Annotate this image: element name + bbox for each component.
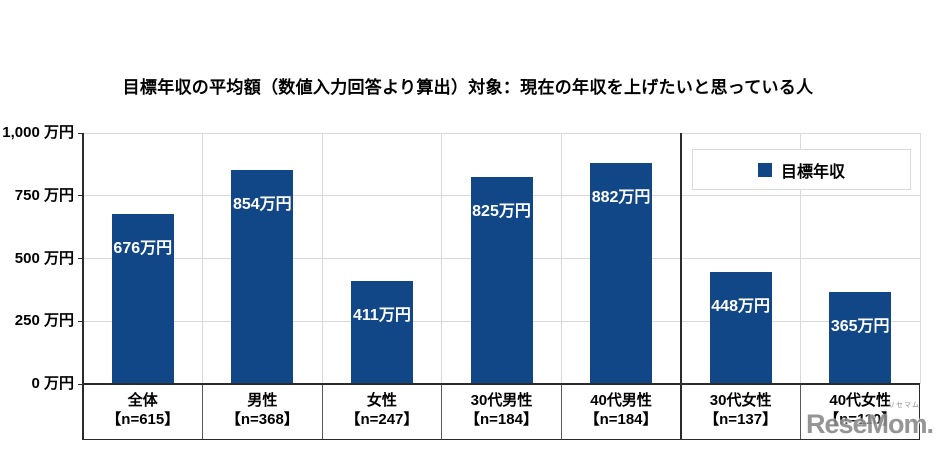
category-cell-divider [321, 384, 323, 440]
category-name: 男性 [247, 392, 278, 409]
gridline-vertical [321, 133, 323, 384]
gridline-vertical [919, 133, 921, 384]
category-name: 40代男性 [590, 392, 652, 409]
bar-value-label: 854万円 [232, 195, 292, 213]
bar-value-label: 676万円 [113, 240, 173, 258]
y-axis-label: 250 万円 [14, 312, 74, 330]
category-sample-size: 【n=247】 [345, 411, 419, 428]
category-name: 30代男性 [470, 392, 533, 409]
chart-title: 目標年収の平均額（数値入力回答より算出）対象：現在の年収を上げたいと思っている人 [122, 78, 814, 97]
category-sample-size: 【n=368】 [225, 411, 299, 428]
category-cell: 30代女性【n=137】 [681, 384, 801, 440]
category-sample-size: 【n=615】 [106, 411, 180, 428]
category-cell: 40代男性【n=184】 [561, 384, 681, 440]
y-axis-tick [78, 195, 83, 197]
category-sample-size: 【n=184】 [584, 411, 658, 428]
bar: 676万円 [111, 214, 174, 384]
category-name: 30代女性 [709, 392, 772, 409]
legend: 目標年収 [692, 149, 911, 190]
resemom-logo-wordmark: ReseMom. [805, 409, 934, 439]
category-sample-size: 【n=137】 [704, 411, 778, 428]
bar: 411万円 [350, 280, 413, 384]
category-cell: 女性【n=247】 [322, 384, 442, 440]
y-axis-line [82, 133, 84, 440]
gridline-vertical [560, 133, 562, 384]
legend-label: 目標年収 [780, 163, 845, 181]
bar: 365万円 [829, 292, 892, 384]
category-cell: 40代女性【n=110】 [800, 384, 920, 440]
bar: 825万円 [470, 176, 533, 384]
category-cell: 男性【n=368】 [203, 384, 323, 440]
category-name: 全体 [127, 392, 158, 409]
bar-value-label: 411万円 [353, 306, 411, 324]
category-cell: 全体【n=615】 [83, 384, 203, 440]
y-axis-tick [78, 258, 83, 259]
y-axis-label: 750 万円 [14, 186, 74, 204]
category-cell-divider [441, 384, 443, 440]
resemom-logo-ruby-text: リセマム [888, 402, 920, 409]
y-axis-label: 500 万円 [14, 249, 74, 267]
bar: 882万円 [590, 162, 653, 384]
bar-value-label: 448万円 [711, 297, 770, 315]
y-axis-tick [78, 132, 83, 134]
x-axis-line [83, 383, 920, 385]
group-divider-line [680, 133, 682, 440]
category-row-border-right [919, 384, 920, 440]
y-axis-tick [78, 320, 83, 322]
gridline-horizontal [83, 132, 920, 134]
bar-value-label: 825万円 [472, 202, 531, 220]
legend-color-swatch [757, 162, 772, 177]
category-cell-divider [799, 384, 801, 440]
category-cell-divider [560, 384, 562, 440]
category-name: 女性 [366, 392, 397, 409]
y-axis-tick [78, 383, 83, 385]
gridline-vertical [799, 133, 801, 384]
y-axis-label: 0 万円 [31, 375, 74, 392]
bar: 854万円 [231, 169, 294, 384]
category-name: 40代女性 [829, 392, 892, 409]
gridline-vertical [202, 133, 204, 384]
bar-value-label: 882万円 [591, 188, 651, 206]
category-cell: 30代男性【n=184】 [442, 384, 562, 440]
category-sample-size: 【n=110】 [824, 411, 897, 428]
category-sample-size: 【n=184】 [465, 411, 538, 428]
y-axis-label: 1,000 万円 [2, 124, 74, 141]
category-row-border-bottom [83, 439, 920, 440]
gridline-vertical [441, 133, 443, 384]
category-cell-divider [202, 384, 204, 440]
bar: 448万円 [709, 271, 772, 384]
plot-area: 1,000 万円 750 万円 500 万円 250 万円 0 万円 676万円全体【n=… [2, 124, 921, 440]
resemom-logo: リセマム ReseMom. [805, 402, 934, 439]
bar-value-label: 365万円 [830, 318, 890, 336]
